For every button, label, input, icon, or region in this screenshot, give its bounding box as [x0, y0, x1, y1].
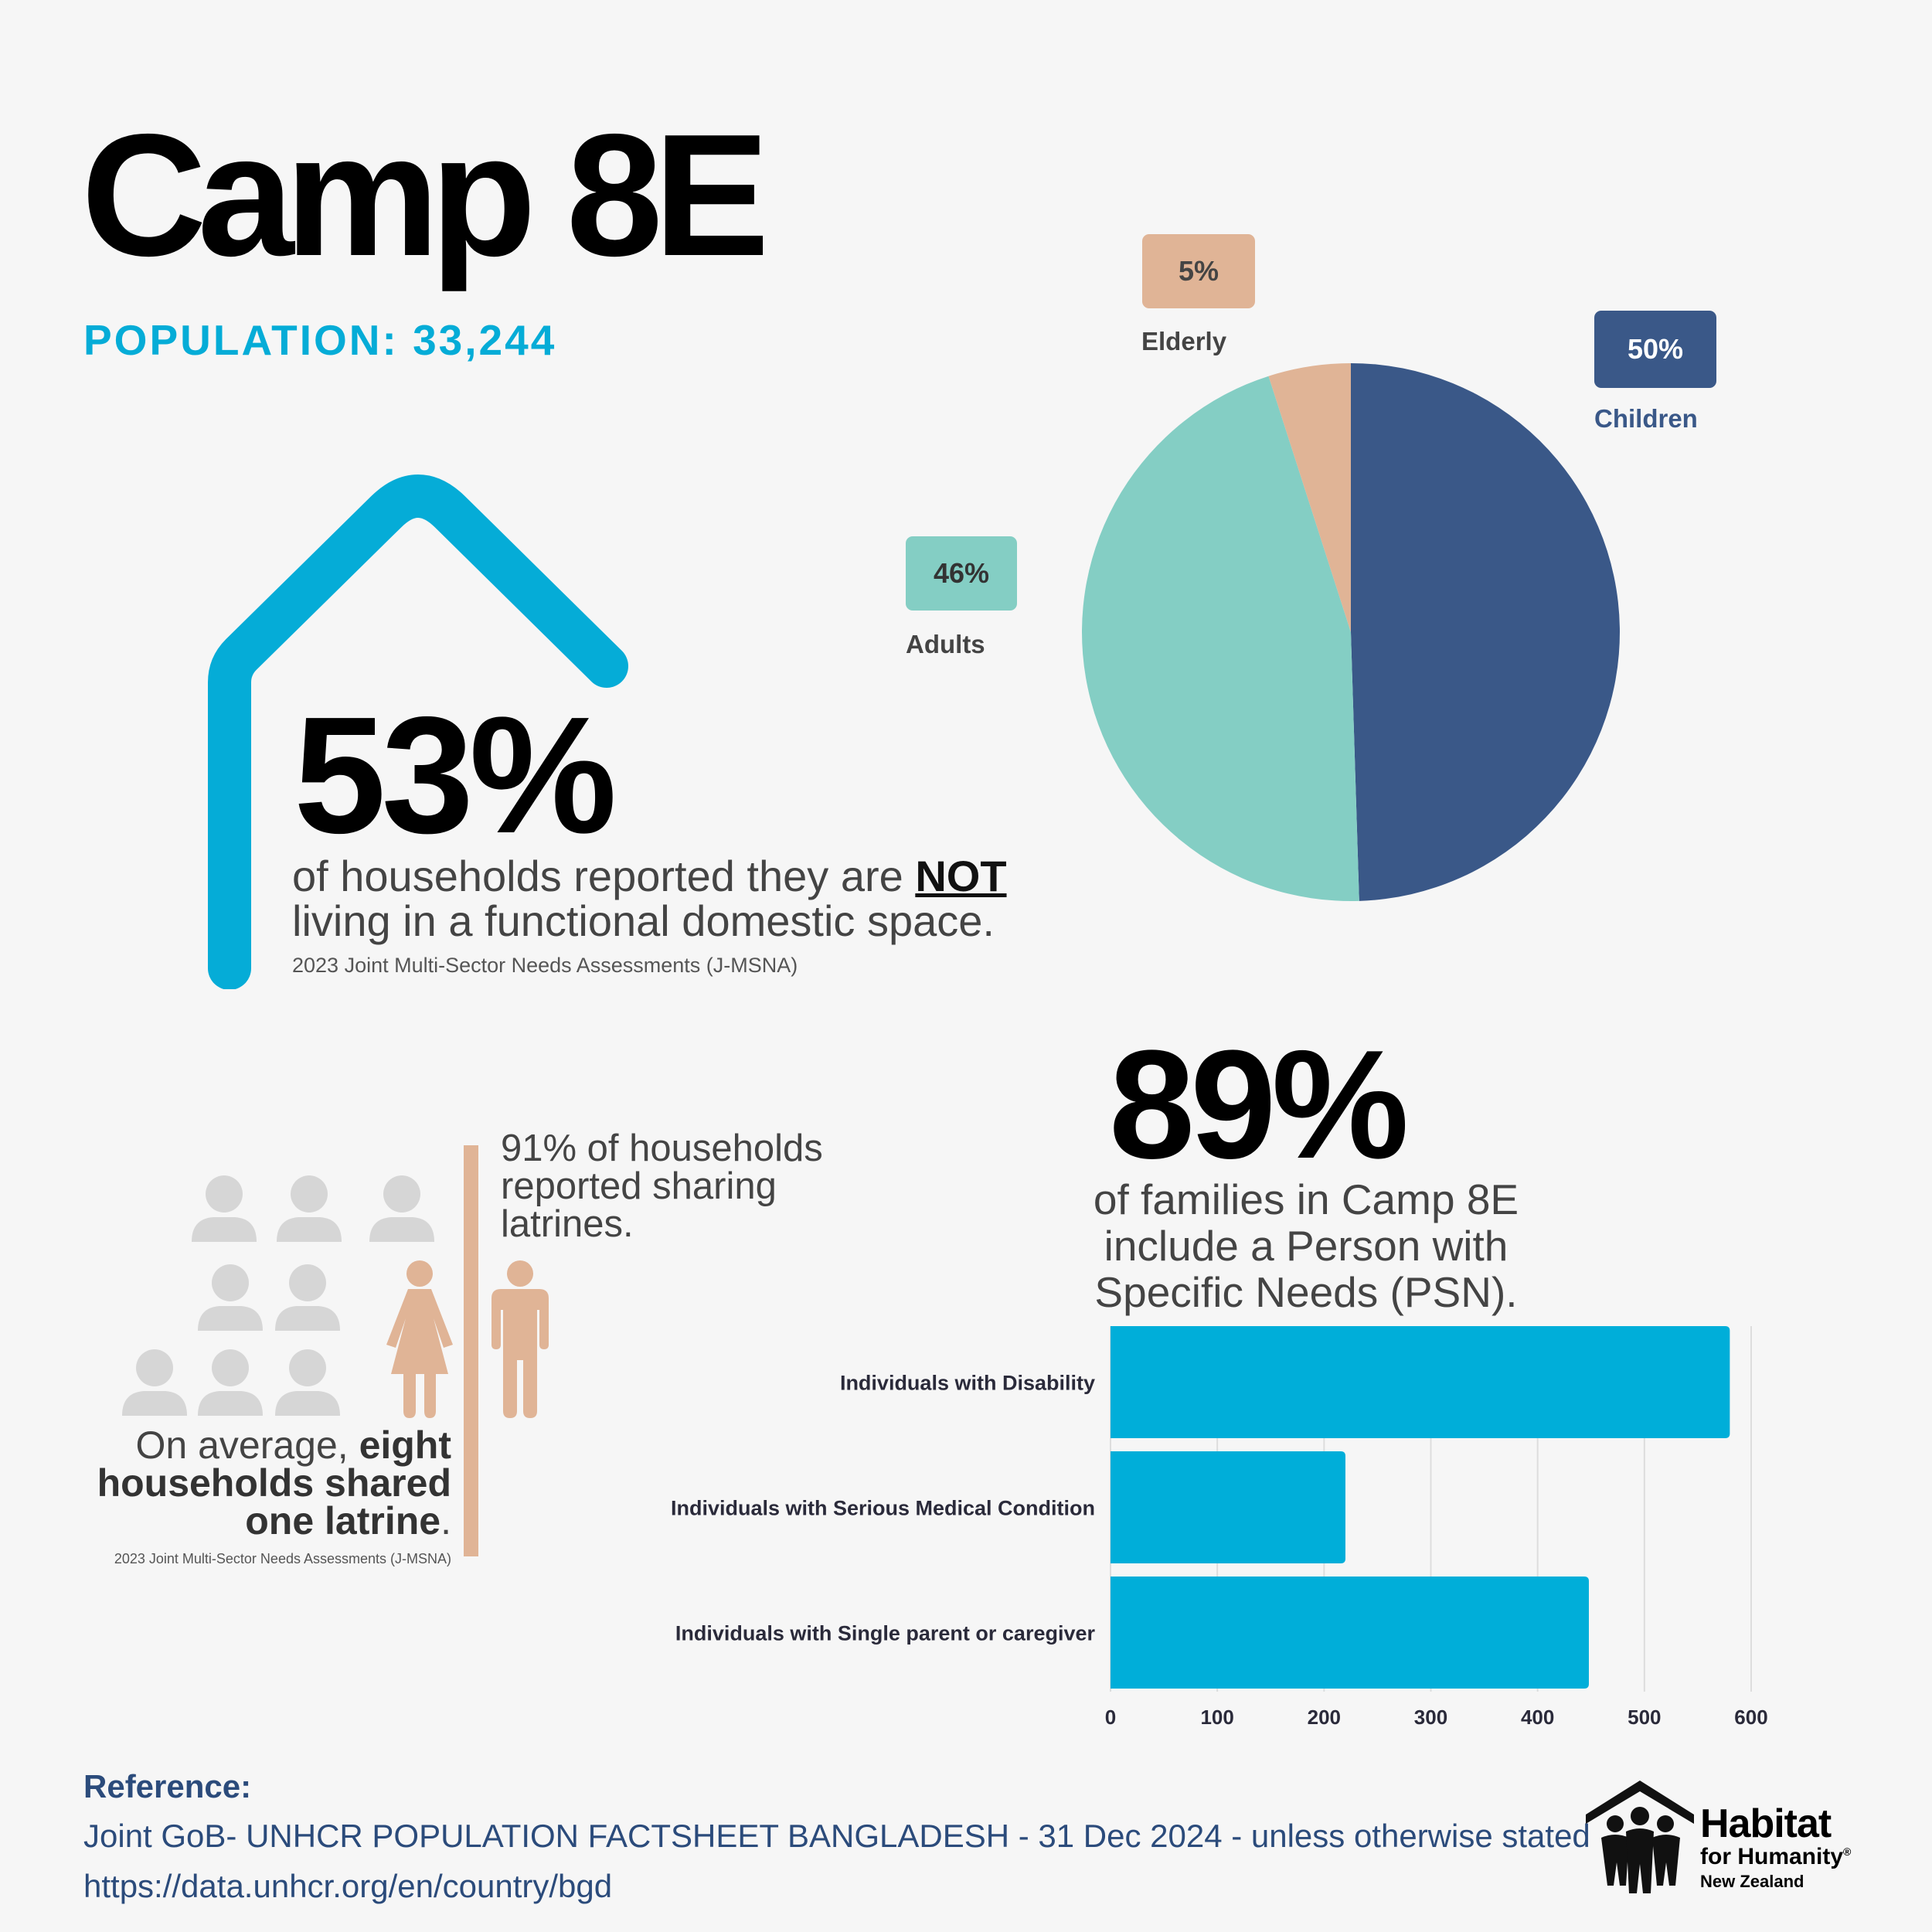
- pie-label-adults: Adults: [906, 630, 985, 658]
- pie-tag-elderly: 5%: [1142, 234, 1255, 308]
- households-stat-emphasis: NOT: [915, 852, 1007, 900]
- bar-2: [1111, 1451, 1345, 1563]
- bar-1: [1111, 1326, 1730, 1438]
- person-icon: [275, 1349, 340, 1416]
- bar-3: [1111, 1577, 1589, 1689]
- page-title: Camp 8E: [81, 97, 770, 292]
- person-icon: [369, 1175, 434, 1242]
- house-outline-icon: [208, 474, 628, 989]
- habitat-logo-icon: [1586, 1781, 1694, 1893]
- pie-tag-adults: 46%: [906, 536, 1017, 611]
- logo-text-for-humanity-main: for Humanity: [1700, 1844, 1844, 1869]
- logo-text-new-zealand: New Zealand: [1700, 1872, 1804, 1891]
- reference-text: Joint GoB- UNHCR POPULATION FACTSHEET BA…: [83, 1818, 1590, 1854]
- x-tick-label: 300: [1414, 1706, 1447, 1729]
- households-stat-source: 2023 Joint Multi-Sector Needs Assessment…: [292, 954, 798, 977]
- person-icon: [277, 1175, 342, 1242]
- pie-slice-adults: [1082, 376, 1359, 901]
- latrine-summary-bold: eight households shared one latrine: [97, 1423, 451, 1543]
- person-icon: [198, 1264, 263, 1331]
- population-label: POPULATION: 33,244: [83, 316, 557, 364]
- pie-label-elderly: Elderly: [1141, 327, 1227, 355]
- reference-link[interactable]: https://data.unhcr.org/en/country/bgd: [83, 1868, 613, 1904]
- people-group-illustration: [122, 1145, 549, 1556]
- households-stat-text-after: living in a functional domestic space.: [292, 896, 995, 945]
- x-tick-label: 400: [1521, 1706, 1554, 1729]
- habitat-logo: Habitat for Humanity® New Zealand: [1584, 1777, 1862, 1901]
- logo-registered-mark: ®: [1843, 1845, 1852, 1858]
- man-icon: [492, 1260, 549, 1418]
- logo-text-habitat: Habitat: [1700, 1801, 1832, 1846]
- latrine-summary-suffix: .: [440, 1499, 451, 1543]
- population-pie-chart: [1082, 363, 1621, 901]
- psn-stat-text: of families in Camp 8E include a Person …: [1093, 1175, 1519, 1316]
- psn-bar-chart: 0 100 200 300 400 500 600 Individuals with Disa…: [671, 1326, 1768, 1729]
- reference-heading: Reference:: [83, 1768, 252, 1804]
- latrine-source: 2023 Joint Multi-Sector Needs Assessment…: [114, 1551, 451, 1566]
- x-tick-label: 0: [1105, 1706, 1116, 1729]
- latrine-summary: On average, eight households shared one …: [85, 1426, 451, 1543]
- households-stat-value: 53%: [294, 682, 617, 868]
- latrine-divider: [464, 1145, 478, 1556]
- pie-label-children: Children: [1594, 404, 1698, 433]
- bar-category-label: Individuals with Disability: [840, 1372, 1095, 1395]
- x-tick-label: 500: [1628, 1706, 1661, 1729]
- bar-category-label: Individuals with Serious Medical Conditi…: [671, 1497, 1095, 1520]
- logo-text-for-humanity: for Humanity®: [1700, 1845, 1851, 1869]
- person-icon: [122, 1349, 187, 1416]
- x-tick-label: 100: [1200, 1706, 1233, 1729]
- latrine-caption: 91% of households reported sharing latri…: [501, 1128, 823, 1245]
- woman-icon: [386, 1260, 453, 1418]
- households-stat-text: of households reported they are NOT livi…: [292, 854, 1034, 944]
- pie-slice-children: [1351, 363, 1621, 901]
- pie-tag-children: 50%: [1594, 311, 1716, 388]
- latrine-summary-prefix: On average,: [135, 1423, 359, 1467]
- psn-stat-value: 89%: [1109, 1019, 1409, 1191]
- person-icon: [192, 1175, 257, 1242]
- person-icon: [275, 1264, 340, 1331]
- households-stat-text-before: of households reported they are: [292, 852, 916, 900]
- x-tick-label: 200: [1308, 1706, 1341, 1729]
- person-icon: [198, 1349, 263, 1416]
- x-tick-label: 600: [1734, 1706, 1767, 1729]
- bar-category-label: Individuals with Single parent or caregi…: [675, 1622, 1096, 1645]
- pie-slice-elderly: [1268, 363, 1351, 632]
